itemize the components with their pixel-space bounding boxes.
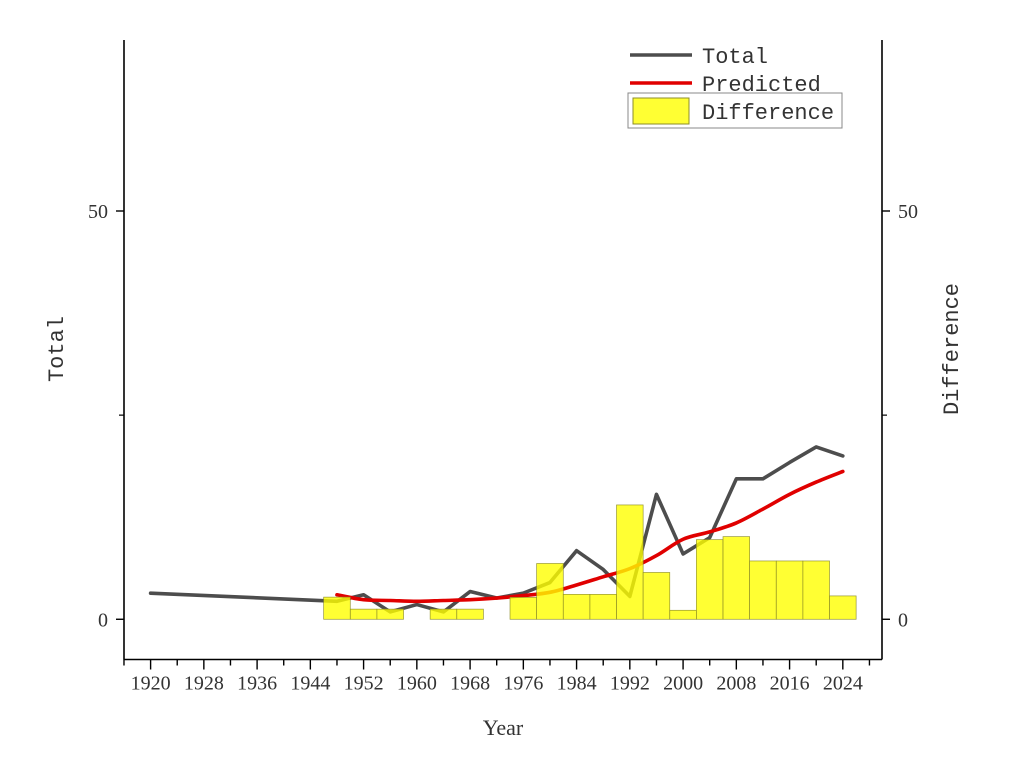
svg-text:Total: Total (45, 316, 70, 382)
svg-text:1936: 1936 (237, 673, 277, 695)
svg-text:1920: 1920 (131, 673, 171, 695)
svg-text:Difference: Difference (702, 101, 834, 126)
svg-text:2016: 2016 (770, 673, 810, 695)
svg-text:Predicted: Predicted (702, 73, 821, 98)
svg-text:1968: 1968 (450, 673, 490, 695)
svg-text:2000: 2000 (663, 673, 703, 695)
svg-text:Total: Total (702, 45, 768, 70)
svg-text:Difference: Difference (940, 283, 965, 415)
svg-text:1960: 1960 (397, 673, 437, 695)
svg-text:1944: 1944 (290, 673, 330, 695)
svg-text:2024: 2024 (823, 673, 863, 695)
svg-text:1928: 1928 (184, 673, 224, 695)
svg-text:50: 50 (88, 201, 108, 223)
svg-text:1976: 1976 (503, 673, 543, 695)
svg-text:0: 0 (898, 609, 908, 631)
svg-text:1984: 1984 (557, 673, 597, 695)
svg-text:2008: 2008 (716, 673, 756, 695)
svg-text:Year: Year (483, 715, 524, 740)
svg-text:0: 0 (98, 609, 108, 631)
svg-text:1992: 1992 (610, 673, 650, 695)
svg-text:50: 50 (898, 201, 918, 223)
svg-text:1952: 1952 (344, 673, 384, 695)
